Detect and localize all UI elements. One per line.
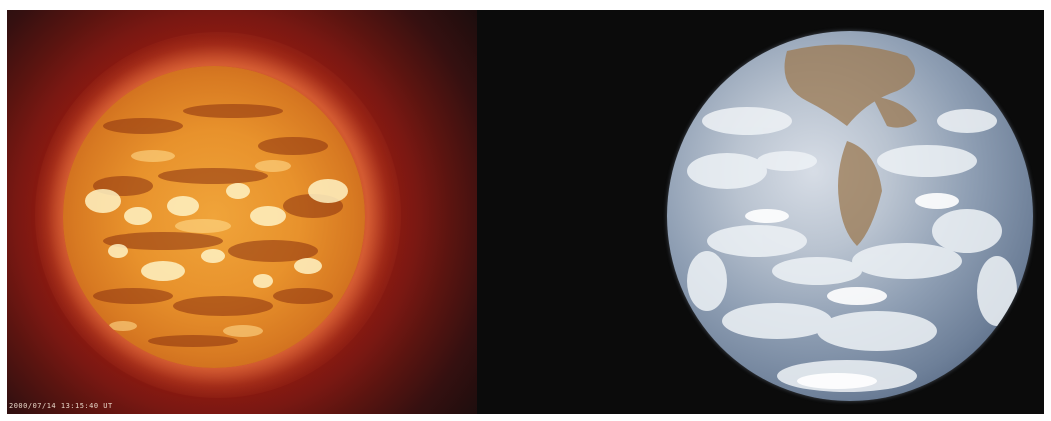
sun-panel: 2000/07/14 13:15:40 UT <box>7 10 477 414</box>
photo-composite: 2000/07/14 13:15:40 UT <box>7 10 1044 414</box>
sun-image <box>63 66 365 368</box>
earth-image <box>667 31 1033 401</box>
timestamp-label: 2000/07/14 13:15:40 UT <box>9 402 113 410</box>
